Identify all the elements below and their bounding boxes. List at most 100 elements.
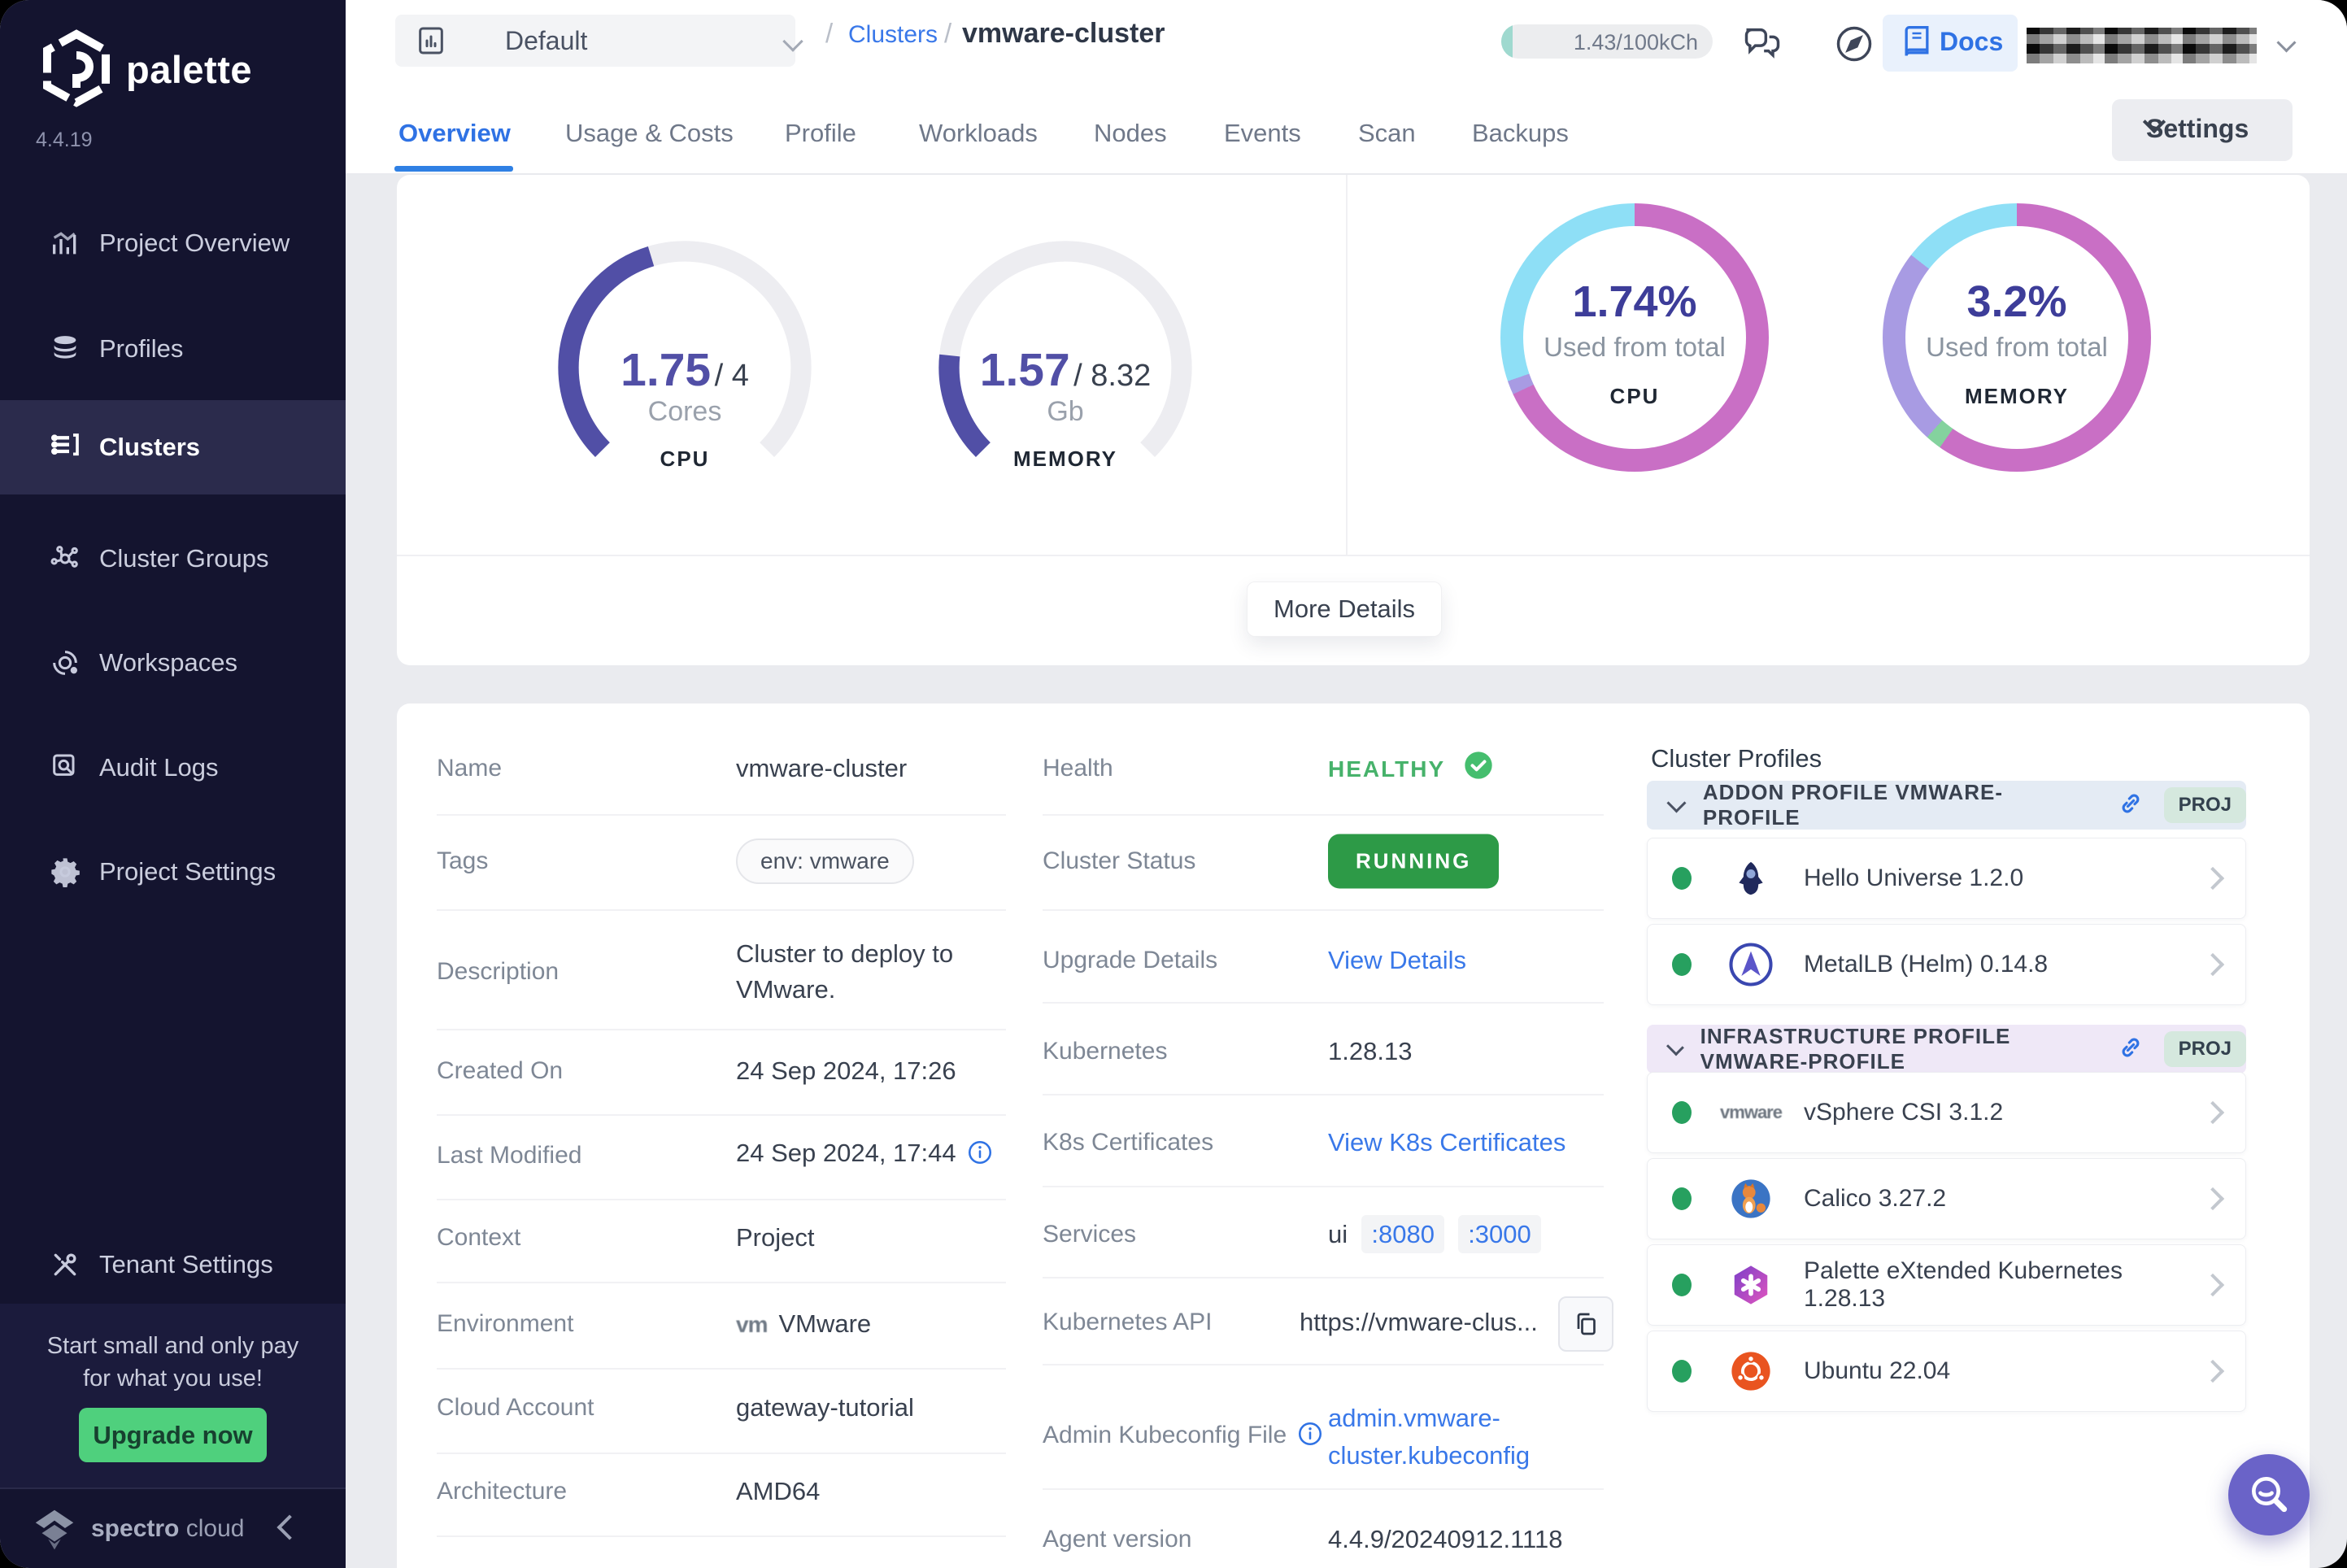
donut-label: CPU	[1609, 384, 1660, 408]
tab-backups[interactable]: Backups	[1472, 119, 1569, 147]
view-details-link[interactable]: View Details	[1328, 946, 1467, 974]
cpu-usage-gauge: 1.75 / 4 Cores CPU	[551, 233, 819, 502]
tags-label: Tags	[437, 847, 489, 874]
ubuntu-icon	[1727, 1348, 1774, 1395]
environment-value: vm VMware	[736, 1309, 872, 1338]
tab-profile[interactable]: Profile	[785, 119, 856, 147]
tab-nodes[interactable]: Nodes	[1094, 119, 1167, 147]
project-selector[interactable]: Default	[395, 15, 803, 67]
cluster-status-label: Cluster Status	[1043, 847, 1196, 874]
usage-quota-value: 1.43/100kCh	[1573, 30, 1698, 54]
metrics-divider	[1346, 175, 1348, 555]
docs-button[interactable]: Docs	[1883, 15, 2018, 72]
service-port-link[interactable]: :8080	[1361, 1215, 1444, 1253]
health-value: HEALTHY	[1328, 749, 1495, 788]
profile-layer-name: Calico 3.27.2	[1804, 1185, 1947, 1212]
gauge-label: CPU	[660, 446, 710, 471]
sidebar-item-tenant-settings[interactable]: Tenant Settings	[0, 1220, 346, 1309]
vmware-logo-icon: vmware	[1720, 1102, 1783, 1122]
donut-hole	[1905, 226, 2128, 449]
profile-layer-name: Ubuntu 22.04	[1804, 1357, 1951, 1384]
last-modified-value: 24 Sep 2024, 17:44	[736, 1139, 994, 1173]
donut-caption: Used from total	[1544, 332, 1726, 362]
profile-layer-name: Palette eXtended Kubernetes 1.28.13	[1804, 1257, 2123, 1312]
upgrade-now-button[interactable]: Upgrade now	[79, 1408, 267, 1462]
settings-button[interactable]: Settings	[2112, 99, 2293, 161]
sidebar-item-profiles[interactable]: Profiles	[0, 304, 346, 394]
addon-profile-header[interactable]: ADDON PROFILE VMWARE-PROFILE PROJ	[1647, 780, 2246, 830]
info-icon[interactable]	[966, 1139, 994, 1173]
copy-icon[interactable]	[1558, 1296, 1613, 1352]
profile-layer-row[interactable]: Hello Universe 1.2.0	[1647, 838, 2246, 919]
tab-workloads[interactable]: Workloads	[919, 119, 1038, 147]
profile-layer-row[interactable]: Calico 3.27.2	[1647, 1158, 2246, 1239]
kubernetes-label: Kubernetes	[1043, 1038, 1168, 1065]
gear-icon	[47, 854, 83, 890]
infrastructure-profile-header[interactable]: INFRASTRUCTURE PROFILE VMWARE-PROFILE PR…	[1647, 1024, 2246, 1074]
usage-progress-tick	[1501, 24, 1513, 59]
description-label: Description	[437, 958, 560, 985]
sidebar-item-label: Audit Logs	[99, 753, 219, 782]
service-port-link[interactable]: :3000	[1458, 1215, 1541, 1253]
chevron-right-icon	[2201, 1100, 2225, 1125]
chevron-down-icon[interactable]	[2276, 33, 2297, 53]
vmware-logo-icon: vm	[736, 1312, 768, 1337]
profile-layer-row[interactable]: vmware vSphere CSI 3.1.2	[1647, 1072, 2246, 1153]
calico-icon	[1727, 1175, 1774, 1222]
chevron-down-icon	[782, 31, 803, 52]
link-icon[interactable]	[2117, 1034, 2145, 1065]
breadcrumb-clusters-link[interactable]: Clusters	[848, 21, 938, 48]
proj-scope-badge: PROJ	[2163, 1031, 2246, 1067]
layers-icon	[47, 331, 83, 367]
cluster-profiles-title: Cluster Profiles	[1651, 744, 1822, 773]
agent-version-label: Agent version	[1043, 1526, 1192, 1553]
tag-chip[interactable]: env: vmware	[736, 838, 914, 884]
sidebar-footer: spectro cloud	[0, 1487, 346, 1568]
book-icon	[1899, 24, 1935, 67]
kubernetes-version: 1.28.13	[1328, 1037, 1413, 1065]
tab-usage-costs[interactable]: Usage & Costs	[565, 119, 734, 147]
profile-layer-row[interactable]: MetalLB (Helm) 0.14.8	[1647, 924, 2246, 1005]
profile-header-label: INFRASTRUCTURE PROFILE VMWARE-PROFILE	[1700, 1024, 2011, 1074]
donut-value: 1.74%	[1572, 277, 1697, 326]
sidebar-item-clusters[interactable]: Clusters	[0, 400, 346, 494]
more-details-button[interactable]: More Details	[1247, 581, 1442, 637]
upgrade-promo: Start small and only pay for what you us…	[0, 1304, 346, 1487]
services-value: ui :8080 :3000	[1328, 1215, 1541, 1253]
sidebar-item-audit-logs[interactable]: Audit Logs	[0, 723, 346, 812]
clusters-icon	[47, 429, 83, 465]
tab-events[interactable]: Events	[1224, 119, 1301, 147]
chevron-down-icon	[1666, 1038, 1684, 1056]
kubernetes-api-value: https://vmware-clus...	[1300, 1308, 1538, 1336]
tab-scan[interactable]: Scan	[1358, 119, 1416, 147]
health-label: Health	[1043, 755, 1113, 782]
chat-icon[interactable]	[1741, 23, 1783, 65]
spectro-cloud-wordmark: spectro cloud	[91, 1515, 245, 1542]
sidebar-item-workspaces[interactable]: Workspaces	[0, 618, 346, 708]
profile-layer-name: MetalLB (Helm) 0.14.8	[1804, 951, 2049, 978]
username-redacted[interactable]	[2027, 28, 2257, 63]
profile-layer-row[interactable]: Palette eXtended Kubernetes 1.28.13	[1647, 1244, 2246, 1326]
palette-k8s-icon	[1727, 1261, 1774, 1309]
collapse-sidebar-icon[interactable]	[277, 1514, 303, 1540]
sidebar-item-project-settings[interactable]: Project Settings	[0, 827, 346, 917]
last-modified-label: Last Modified	[437, 1142, 582, 1169]
view-k8s-certificates-link[interactable]: View K8s Certificates	[1328, 1128, 1566, 1156]
sidebar-item-project-overview[interactable]: Project Overview	[0, 198, 346, 288]
admin-kubeconfig-link[interactable]: admin.vmware-cluster.kubeconfig	[1328, 1404, 1531, 1470]
gauge-unit: Cores	[647, 396, 722, 427]
donut-label: MEMORY	[1964, 384, 2070, 408]
kubernetes-api-label: Kubernetes API	[1043, 1309, 1213, 1335]
info-icon[interactable]	[1296, 1420, 1324, 1454]
profile-layer-row[interactable]: Ubuntu 22.04	[1647, 1331, 2246, 1412]
sidebar-item-cluster-groups[interactable]: Cluster Groups	[0, 514, 346, 603]
agent-version-value: 4.4.9/20240912.1118	[1328, 1525, 1563, 1553]
description-value: Cluster to deploy to VMware.	[736, 939, 954, 1004]
healthy-check-icon	[1462, 749, 1495, 788]
compass-icon[interactable]	[1833, 23, 1875, 65]
search-assistant-fab[interactable]	[2228, 1454, 2310, 1535]
chevron-down-icon	[1666, 793, 1687, 812]
link-icon[interactable]	[2117, 790, 2145, 821]
tab-overview[interactable]: Overview	[398, 119, 511, 147]
orbit-icon	[47, 645, 83, 681]
